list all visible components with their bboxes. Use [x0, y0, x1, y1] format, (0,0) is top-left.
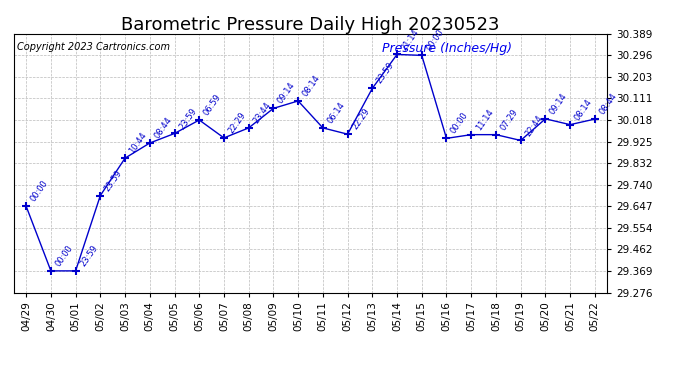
Text: 23:44: 23:44	[251, 100, 273, 125]
Text: 22:44: 22:44	[524, 113, 544, 138]
Text: 22:29: 22:29	[351, 107, 371, 131]
Text: 08:44: 08:44	[598, 92, 619, 116]
Text: 23:59: 23:59	[79, 243, 99, 268]
Text: 00:00: 00:00	[449, 111, 471, 136]
Text: 22:29: 22:29	[227, 111, 248, 135]
Text: 23:59: 23:59	[103, 168, 124, 193]
Text: Pressure (Inches/Hg): Pressure (Inches/Hg)	[382, 42, 512, 54]
Text: 06:14: 06:14	[326, 100, 346, 125]
Text: 23:59: 23:59	[177, 106, 198, 131]
Text: 10:44: 10:44	[128, 131, 149, 155]
Text: 09:14: 09:14	[276, 81, 297, 106]
Text: 09:14: 09:14	[548, 92, 569, 116]
Text: 08:44: 08:44	[152, 116, 174, 140]
Text: 11:14: 11:14	[474, 107, 495, 132]
Title: Barometric Pressure Daily High 20230523: Barometric Pressure Daily High 20230523	[121, 16, 500, 34]
Text: 00:00: 00:00	[54, 243, 75, 268]
Text: 00:00: 00:00	[29, 179, 50, 204]
Text: 08:14: 08:14	[301, 74, 322, 98]
Text: 08:14: 08:14	[573, 97, 594, 122]
Text: 07:29: 07:29	[499, 107, 520, 132]
Text: Copyright 2023 Cartronics.com: Copyright 2023 Cartronics.com	[17, 42, 170, 51]
Text: 23:59: 23:59	[375, 61, 396, 86]
Text: 21:14: 21:14	[400, 27, 421, 52]
Text: 06:59: 06:59	[202, 93, 223, 117]
Text: 00:00: 00:00	[424, 28, 446, 53]
